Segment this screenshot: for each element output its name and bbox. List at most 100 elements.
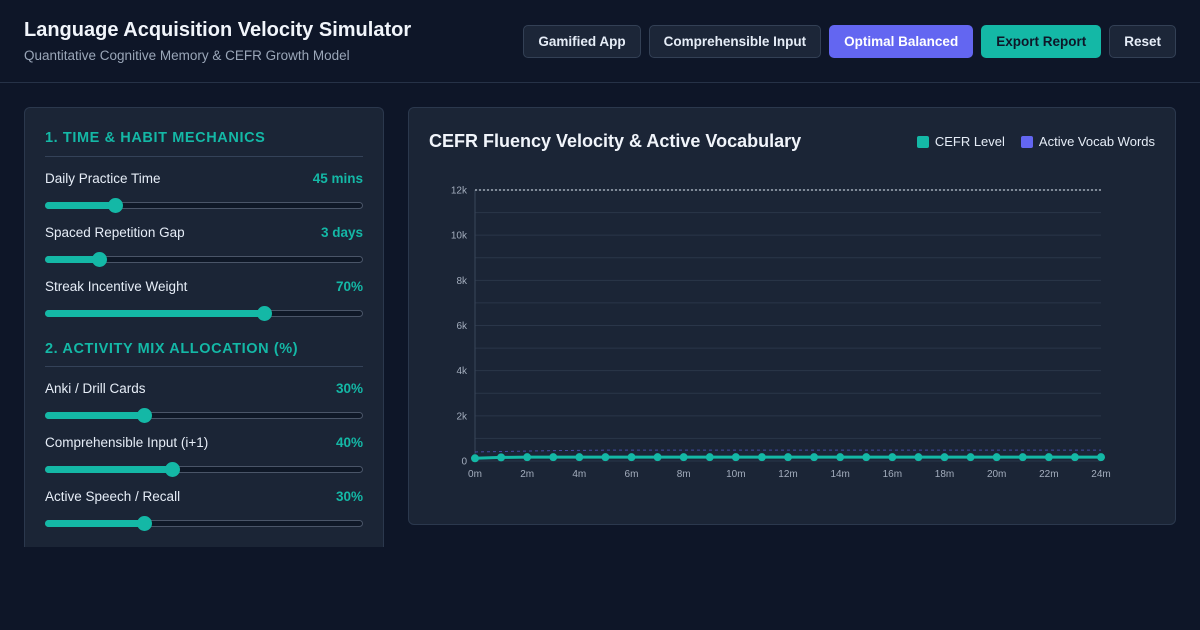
gamified-app-button[interactable]: Gamified App — [523, 25, 641, 58]
data-point-cefr — [992, 453, 1001, 462]
y-tick-label: 12k — [451, 186, 468, 197]
cefr-swatch-icon — [916, 135, 929, 148]
anki-drill-label: Anki / Drill Cards — [45, 381, 146, 396]
series-line-vocab — [474, 449, 1101, 453]
time-habit-section-title: 1. TIME & HABIT MECHANICS — [45, 130, 266, 146]
daily-practice-control: Daily Practice Time 45 mins — [45, 171, 363, 219]
optimal-balanced-button[interactable]: Optimal Balanced — [829, 25, 974, 58]
data-point-cefr — [601, 453, 610, 462]
legend-label-cefr: CEFR Level — [934, 134, 1005, 149]
x-tick-label: 6m — [625, 469, 639, 480]
y-tick-label: 8k — [456, 276, 468, 287]
x-tick-label: 18m — [935, 469, 954, 480]
data-point-cefr — [966, 453, 975, 462]
comprehensible-input-control: Comprehensible Input (i+1) 40% — [45, 435, 363, 483]
y-tick-label: 10k — [451, 231, 468, 242]
streak-weight-control: Streak Incentive Weight 70% — [45, 279, 363, 327]
slider-fill — [45, 256, 100, 263]
x-tick-label: 24m — [1091, 469, 1110, 480]
x-tick-label: 16m — [883, 469, 902, 480]
anki-drill-control: Anki / Drill Cards 30% — [45, 381, 363, 429]
x-tick-label: 10m — [726, 469, 745, 480]
data-point-cefr — [1018, 453, 1027, 462]
slider-thumb[interactable] — [165, 462, 181, 477]
page-title: Language Acquisition Velocity Simulator — [24, 19, 412, 41]
active-speech-control: Active Speech / Recall 30% — [45, 489, 363, 537]
slider-thumb[interactable] — [136, 516, 152, 531]
data-point-cefr — [784, 453, 792, 462]
data-point-cefr — [549, 453, 558, 462]
slider-fill — [45, 520, 144, 527]
legend-item-vocab[interactable]: Active Vocab Words — [1020, 134, 1155, 149]
slider-thumb[interactable] — [257, 306, 273, 321]
spaced-repetition-value: 3 days — [320, 225, 363, 240]
data-point-cefr — [862, 453, 871, 462]
fluency-chart: 0 2k 4k 6k 8k 10k 12k 0m 2m 4m 6m 8m 10m 12m 14m 16m 18m… — [451, 186, 1111, 481]
data-point-cefr — [679, 453, 688, 462]
data-point-cefr — [627, 453, 636, 462]
y-tick-label: 0 — [461, 457, 467, 468]
slider-fill — [45, 412, 144, 419]
y-tick-label: 4k — [456, 366, 468, 377]
spaced-repetition-slider[interactable] — [45, 252, 363, 267]
x-tick-label: 14m — [830, 469, 849, 480]
chart-panel: 0 2k 4k 6k 8k 10k 12k 0m 2m 4m 6m 8m 10m 12m 14m 16m 18m… — [408, 107, 1176, 525]
spaced-repetition-label: Spaced Repetition Gap — [45, 225, 185, 240]
x-tick-label: 2m — [520, 469, 534, 480]
spaced-repetition-control: Spaced Repetition Gap 3 days — [45, 225, 363, 273]
controls-panel: 1. TIME & HABIT MECHANICS Daily Practice… — [24, 107, 384, 547]
active-speech-label: Active Speech / Recall — [45, 489, 181, 504]
comprehensible-input-label: Comprehensible Input (i+1) — [45, 435, 209, 450]
data-point-cefr — [705, 453, 714, 462]
streak-weight-slider[interactable] — [45, 306, 363, 321]
data-point-cefr — [575, 453, 584, 462]
app-header: Language Acquisition Velocity Simulator … — [0, 0, 1200, 83]
chart-legend: CEFR Level Active Vocab Words — [916, 134, 1155, 149]
x-tick-label: 22m — [1039, 469, 1058, 480]
slider-thumb[interactable] — [92, 252, 108, 267]
data-point-cefr — [888, 453, 897, 462]
active-speech-value: 30% — [335, 489, 363, 504]
x-tick-label: 12m — [778, 469, 797, 480]
activity-mix-section-title: 2. ACTIVITY MIX ALLOCATION (%) — [45, 341, 299, 357]
legend-item-cefr[interactable]: CEFR Level — [916, 134, 1005, 149]
section-divider — [45, 366, 363, 367]
daily-practice-label: Daily Practice Time — [45, 171, 161, 186]
data-point-cefr — [914, 453, 923, 462]
slider-thumb[interactable] — [107, 198, 123, 213]
streak-weight-label: Streak Incentive Weight — [45, 279, 188, 294]
vocab-swatch-icon — [1020, 135, 1033, 148]
daily-practice-slider[interactable] — [45, 198, 363, 213]
legend-label-vocab: Active Vocab Words — [1038, 134, 1155, 149]
x-tick-label: 0m — [468, 469, 482, 480]
section-divider — [45, 156, 363, 157]
anki-drill-slider[interactable] — [45, 408, 363, 423]
data-point-cefr — [810, 453, 819, 462]
data-point-cefr — [836, 453, 845, 462]
slider-fill — [45, 202, 115, 209]
comprehensible-input-button[interactable]: Comprehensible Input — [648, 25, 822, 58]
y-tick-label: 6k — [456, 321, 468, 332]
export-report-button[interactable]: Export Report — [981, 25, 1102, 58]
slider-fill — [45, 310, 265, 317]
data-point-cefr — [471, 454, 479, 463]
data-point-cefr — [497, 453, 506, 462]
slider-thumb[interactable] — [136, 408, 152, 423]
reset-button[interactable]: Reset — [1109, 25, 1176, 58]
anki-drill-value: 30% — [335, 381, 363, 396]
data-point-cefr — [757, 453, 766, 462]
data-point-cefr — [653, 453, 662, 462]
active-speech-slider[interactable] — [45, 516, 363, 531]
preset-toolbar: Gamified App Comprehensible Input Optima… — [523, 25, 1176, 58]
comprehensible-input-value: 40% — [335, 435, 363, 450]
y-tick-label: 2k — [456, 411, 468, 422]
data-point-cefr — [940, 453, 949, 462]
data-point-cefr — [1070, 453, 1079, 462]
data-point-cefr — [731, 453, 740, 462]
daily-practice-value: 45 mins — [312, 171, 363, 186]
comprehensible-input-slider[interactable] — [45, 462, 363, 477]
chart-title: CEFR Fluency Velocity & Active Vocabular… — [429, 131, 802, 151]
x-tick-label: 8m — [677, 469, 691, 480]
data-point-cefr — [1097, 453, 1105, 462]
x-tick-label: 20m — [987, 469, 1006, 480]
